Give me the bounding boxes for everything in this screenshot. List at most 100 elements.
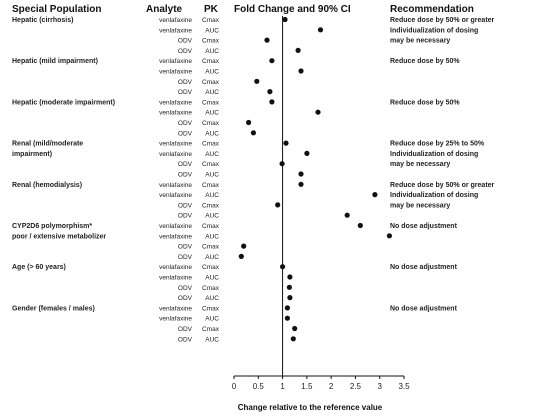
data-point <box>357 222 363 229</box>
data-point <box>315 109 321 115</box>
data-points <box>238 16 392 342</box>
pk-label: AUC <box>205 69 219 76</box>
analyte-label: venlafaxine <box>159 27 192 34</box>
data-point <box>269 99 275 105</box>
population-label: Renal (hemodialysis) <box>12 182 82 189</box>
analyte-label: ODV <box>178 79 193 86</box>
recommendation-label: may be necessary <box>390 202 450 209</box>
pk-label: AUC <box>205 336 219 343</box>
data-point <box>372 192 378 198</box>
data-point <box>317 27 324 33</box>
pk-label: Cmax <box>202 161 220 168</box>
header-special-population: Special Population <box>12 4 101 15</box>
pk-label: AUC <box>205 89 219 96</box>
pk-label: AUC <box>205 48 219 55</box>
analyte-label: ODV <box>178 285 193 292</box>
analyte-label: ODV <box>178 89 193 96</box>
population-label: Hepatic (cirrhosis) <box>12 17 73 24</box>
data-point <box>241 243 247 249</box>
header-recommendation: Recommendation <box>390 4 474 15</box>
pk-label: Cmax <box>202 58 220 65</box>
population-label: Renal (mild/moderate <box>12 141 83 148</box>
pk-label: AUC <box>205 254 219 261</box>
data-point <box>287 295 293 301</box>
pk-label: AUC <box>205 27 219 34</box>
pk-label: Cmax <box>202 79 220 86</box>
recommendation-label: Reduce dose by 50% or greater <box>390 17 495 24</box>
recommendation-label: No dose adjustment <box>390 223 458 230</box>
data-point <box>283 140 289 146</box>
recommendation-label: Individualization of dosing <box>390 192 478 199</box>
data-point <box>254 78 260 84</box>
pk-label: Cmax <box>202 141 220 148</box>
pk-label: Cmax <box>202 120 220 127</box>
pk-label: Cmax <box>202 99 220 106</box>
data-point <box>279 161 285 167</box>
pk-label: Cmax <box>202 182 220 189</box>
pk-label: AUC <box>205 233 219 240</box>
population-label: Gender (females / males) <box>12 305 95 312</box>
data-point <box>292 325 298 332</box>
data-point <box>280 264 286 270</box>
data-point <box>304 150 310 156</box>
pk-label: Cmax <box>202 285 220 292</box>
analyte-label: venlafaxine <box>159 99 192 106</box>
x-tick-label: 0 <box>232 382 237 391</box>
pk-label: Cmax <box>202 326 220 333</box>
population-label: Age (> 60 years) <box>12 264 66 271</box>
data-point <box>386 233 392 239</box>
x-axis-label: Change relative to the reference value <box>238 403 383 412</box>
analyte-label: ODV <box>178 120 193 127</box>
analyte-label: ODV <box>178 254 193 261</box>
pk-label: AUC <box>205 213 219 220</box>
analyte-label: venlafaxine <box>159 223 192 230</box>
recommendation-label: Reduce dose by 25% to 50% <box>390 141 485 148</box>
data-point <box>298 68 304 74</box>
data-point <box>238 253 244 259</box>
x-tick-label: 1.5 <box>301 382 313 391</box>
analyte-label: venlafaxine <box>159 264 192 271</box>
data-point <box>246 119 252 126</box>
pk-label: Cmax <box>202 244 220 251</box>
pk-label: Cmax <box>202 305 220 312</box>
x-tick-label: 3.5 <box>398 382 410 391</box>
data-point <box>298 181 304 187</box>
data-point <box>282 16 288 23</box>
header-pk: PK <box>204 4 219 15</box>
pk-label: Cmax <box>202 264 220 271</box>
analyte-label: ODV <box>178 202 193 209</box>
pk-label: AUC <box>205 130 219 137</box>
population-label: poor / extensive metabolizer <box>12 233 106 240</box>
recommendation-label: may be necessary <box>390 161 450 168</box>
analyte-label: ODV <box>178 130 193 137</box>
data-point <box>298 171 304 177</box>
population-label: Hepatic (mild impairment) <box>12 58 98 65</box>
analyte-label: venlafaxine <box>159 69 192 76</box>
pk-label: Cmax <box>202 17 220 24</box>
analyte-label: venlafaxine <box>159 110 192 117</box>
recommendation-label: Individualization of dosing <box>390 151 478 158</box>
data-point <box>286 284 292 290</box>
pk-label: AUC <box>205 192 219 199</box>
data-point <box>284 315 290 321</box>
data-point <box>344 212 350 218</box>
analyte-label: venlafaxine <box>159 305 192 312</box>
data-point <box>250 130 256 136</box>
analyte-label: ODV <box>178 161 193 168</box>
analyte-label: venlafaxine <box>159 17 192 24</box>
data-point <box>284 305 290 311</box>
pk-label: AUC <box>205 275 219 282</box>
analyte-label: venlafaxine <box>159 58 192 65</box>
population-label: CYP2D6 polymorphism* <box>12 223 92 230</box>
x-axis: 0 0.5 1 1.5 2 2.5 3 3.5 <box>232 16 410 391</box>
data-point <box>295 47 301 54</box>
analyte-label: venlafaxine <box>159 275 192 282</box>
analyte-label: ODV <box>178 336 193 343</box>
pk-label: AUC <box>205 110 219 117</box>
analyte-label: venlafaxine <box>159 141 192 148</box>
analyte-label: ODV <box>178 172 193 179</box>
x-tick-label: 2.5 <box>350 382 362 391</box>
x-tick-label: 0.5 <box>253 382 265 391</box>
data-point <box>275 202 281 208</box>
